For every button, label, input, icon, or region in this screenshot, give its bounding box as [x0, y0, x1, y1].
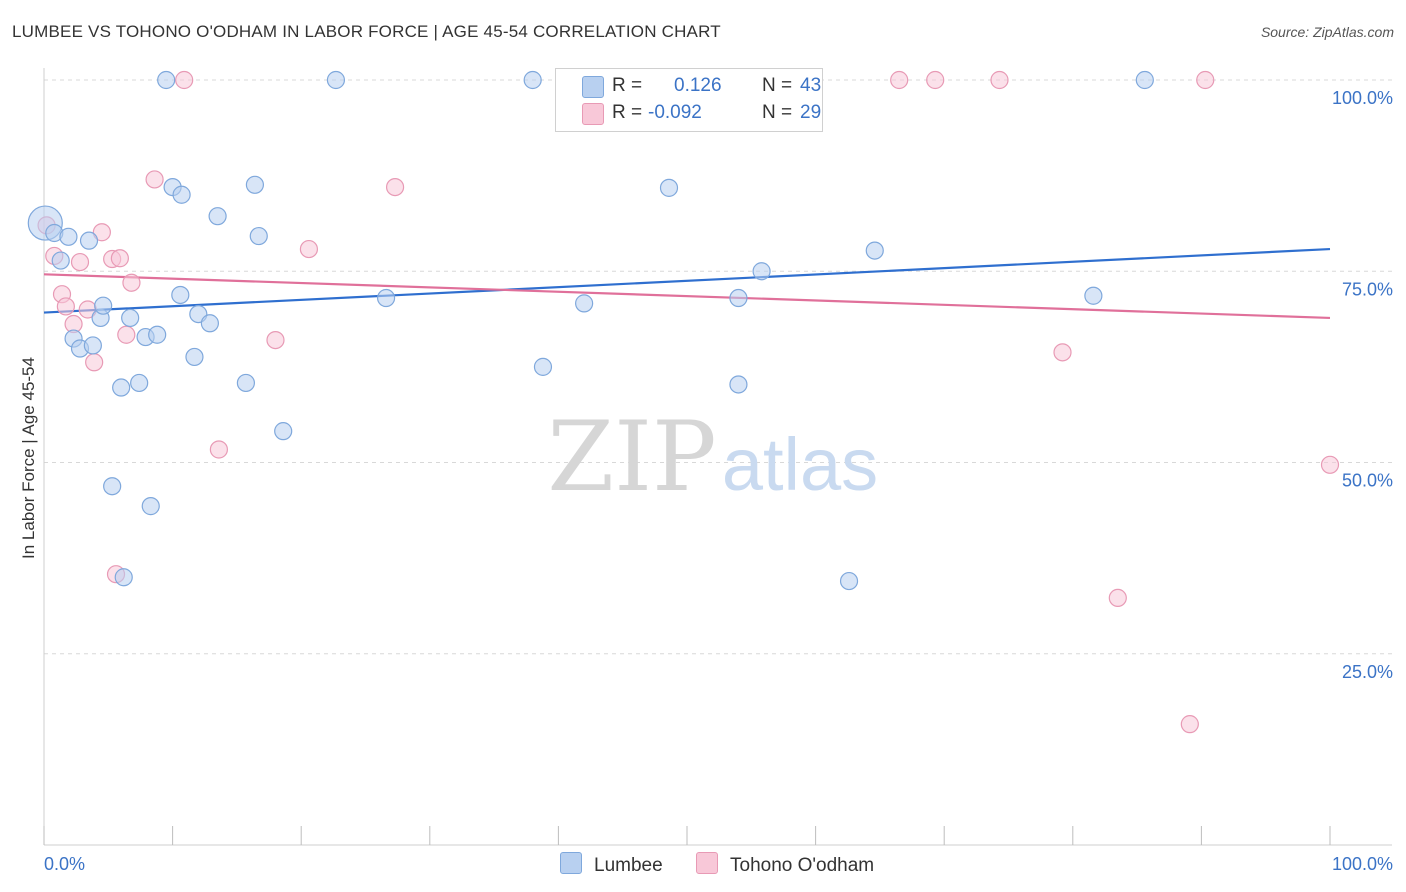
- lumbee-point: [114, 568, 133, 587]
- lumbee-legend-label: Lumbee: [594, 855, 663, 876]
- y-axis-label: In Labor Force | Age 45-54: [19, 357, 38, 559]
- lumbee-point: [249, 226, 268, 246]
- tohono-point: [1320, 455, 1340, 474]
- lumbee-point: [59, 227, 78, 246]
- lumbee-point: [1135, 70, 1154, 90]
- lumbee-point: [121, 308, 140, 328]
- y-tick-label: 75.0%: [1342, 279, 1393, 299]
- tohono-point: [70, 252, 90, 272]
- source-label: Source: ZipAtlas.com: [1260, 24, 1394, 40]
- lumbee-point: [130, 373, 149, 393]
- tohono-point: [1196, 70, 1215, 90]
- lumbee-point: [274, 422, 293, 441]
- x-tick-label: 0.0%: [44, 854, 85, 874]
- lumbee-point: [729, 375, 748, 394]
- lumbee-point: [752, 262, 771, 281]
- gridlines: [44, 79, 1392, 655]
- lumbee-point: [729, 288, 748, 308]
- tohono-point: [85, 353, 104, 372]
- tohono-point: [385, 178, 405, 197]
- stats-legend: R = 0.126 N = 43 R = -0.092 N = 29: [555, 68, 823, 132]
- lumbee-trendline: [43, 247, 1331, 314]
- watermark-atlas: atlas: [722, 423, 878, 506]
- tohono-point: [1180, 715, 1199, 734]
- lumbee-swatch: [582, 76, 604, 98]
- tohono-legend-swatch: [696, 852, 718, 874]
- lumbee-point: [376, 288, 396, 308]
- legend-n-value: 43: [800, 75, 822, 96]
- tohono-point: [1053, 343, 1072, 362]
- tohono-point: [926, 70, 945, 90]
- lumbee-point: [103, 477, 122, 496]
- legend-n-label: N =: [762, 75, 793, 96]
- tohono-point: [299, 239, 319, 259]
- lumbee-point: [83, 336, 102, 355]
- lumbee-point: [200, 314, 219, 333]
- lumbee-legend-swatch: [560, 852, 582, 874]
- lumbee-point: [245, 175, 265, 194]
- legend-n-value: 29: [800, 102, 822, 123]
- tohono-point: [117, 325, 136, 344]
- tohono-point: [56, 297, 75, 316]
- tohono-swatch: [582, 103, 604, 125]
- tohono-point: [990, 70, 1009, 90]
- legend-item-lumbee: Lumbee: [560, 852, 663, 877]
- lumbee-point: [141, 497, 160, 516]
- tohono-point: [209, 440, 228, 459]
- lumbee-point: [185, 347, 204, 367]
- data-points: [27, 70, 1340, 734]
- tohono-point: [266, 331, 285, 350]
- y-tick-label: 100.0%: [1332, 88, 1393, 108]
- lumbee-point: [94, 296, 113, 315]
- tohono-point: [890, 70, 909, 90]
- lumbee-point: [326, 70, 346, 90]
- chart-title: LUMBEE VS TOHONO O'ODHAM IN LABOR FORCE …: [12, 22, 721, 41]
- lumbee-point: [148, 325, 167, 344]
- tohono-legend-label: Tohono O'odham: [730, 855, 875, 876]
- lumbee-point: [171, 285, 190, 305]
- axes: [43, 68, 1392, 846]
- trendlines: [43, 247, 1331, 320]
- legend-r-label: R =: [612, 102, 643, 123]
- lumbee-point: [112, 378, 131, 397]
- legend-r-value: -0.092: [648, 102, 702, 123]
- lumbee-point: [51, 251, 70, 270]
- lumbee-point: [659, 178, 679, 197]
- tohono-point: [92, 223, 111, 242]
- tohono-point: [122, 273, 141, 292]
- tick-labels: 25.0% 50.0% 75.0% 100.0% 0.0% 100.0%: [44, 88, 1393, 874]
- y-tick-label: 25.0%: [1342, 662, 1393, 682]
- legend-r-label: R =: [612, 75, 643, 96]
- tohono-point: [110, 249, 129, 268]
- lumbee-point: [839, 571, 859, 591]
- lumbee-point: [157, 70, 176, 90]
- lumbee-point: [172, 185, 191, 204]
- tohono-point: [1108, 588, 1127, 608]
- lumbee-point: [533, 357, 553, 376]
- tohono-trendline: [43, 273, 1331, 320]
- lumbee-point: [575, 294, 594, 313]
- tohono-point: [145, 170, 164, 189]
- legend-item-tohono: Tohono O'odham: [696, 852, 874, 877]
- lumbee-point: [236, 373, 256, 393]
- lumbee-point: [208, 207, 227, 226]
- watermark-zip: ZIP: [547, 401, 716, 513]
- lumbee-point: [79, 231, 99, 250]
- y-tick-label: 50.0%: [1342, 471, 1393, 491]
- lumbee-point: [865, 241, 884, 260]
- legend-n-label: N =: [762, 102, 793, 123]
- legend-r-value: 0.126: [674, 75, 722, 96]
- watermark: ZIP atlas: [547, 401, 878, 513]
- x-tick-label: 100.0%: [1332, 854, 1393, 874]
- tohono-point: [175, 70, 194, 90]
- lumbee-point: [1084, 286, 1103, 305]
- lumbee-point: [523, 70, 542, 90]
